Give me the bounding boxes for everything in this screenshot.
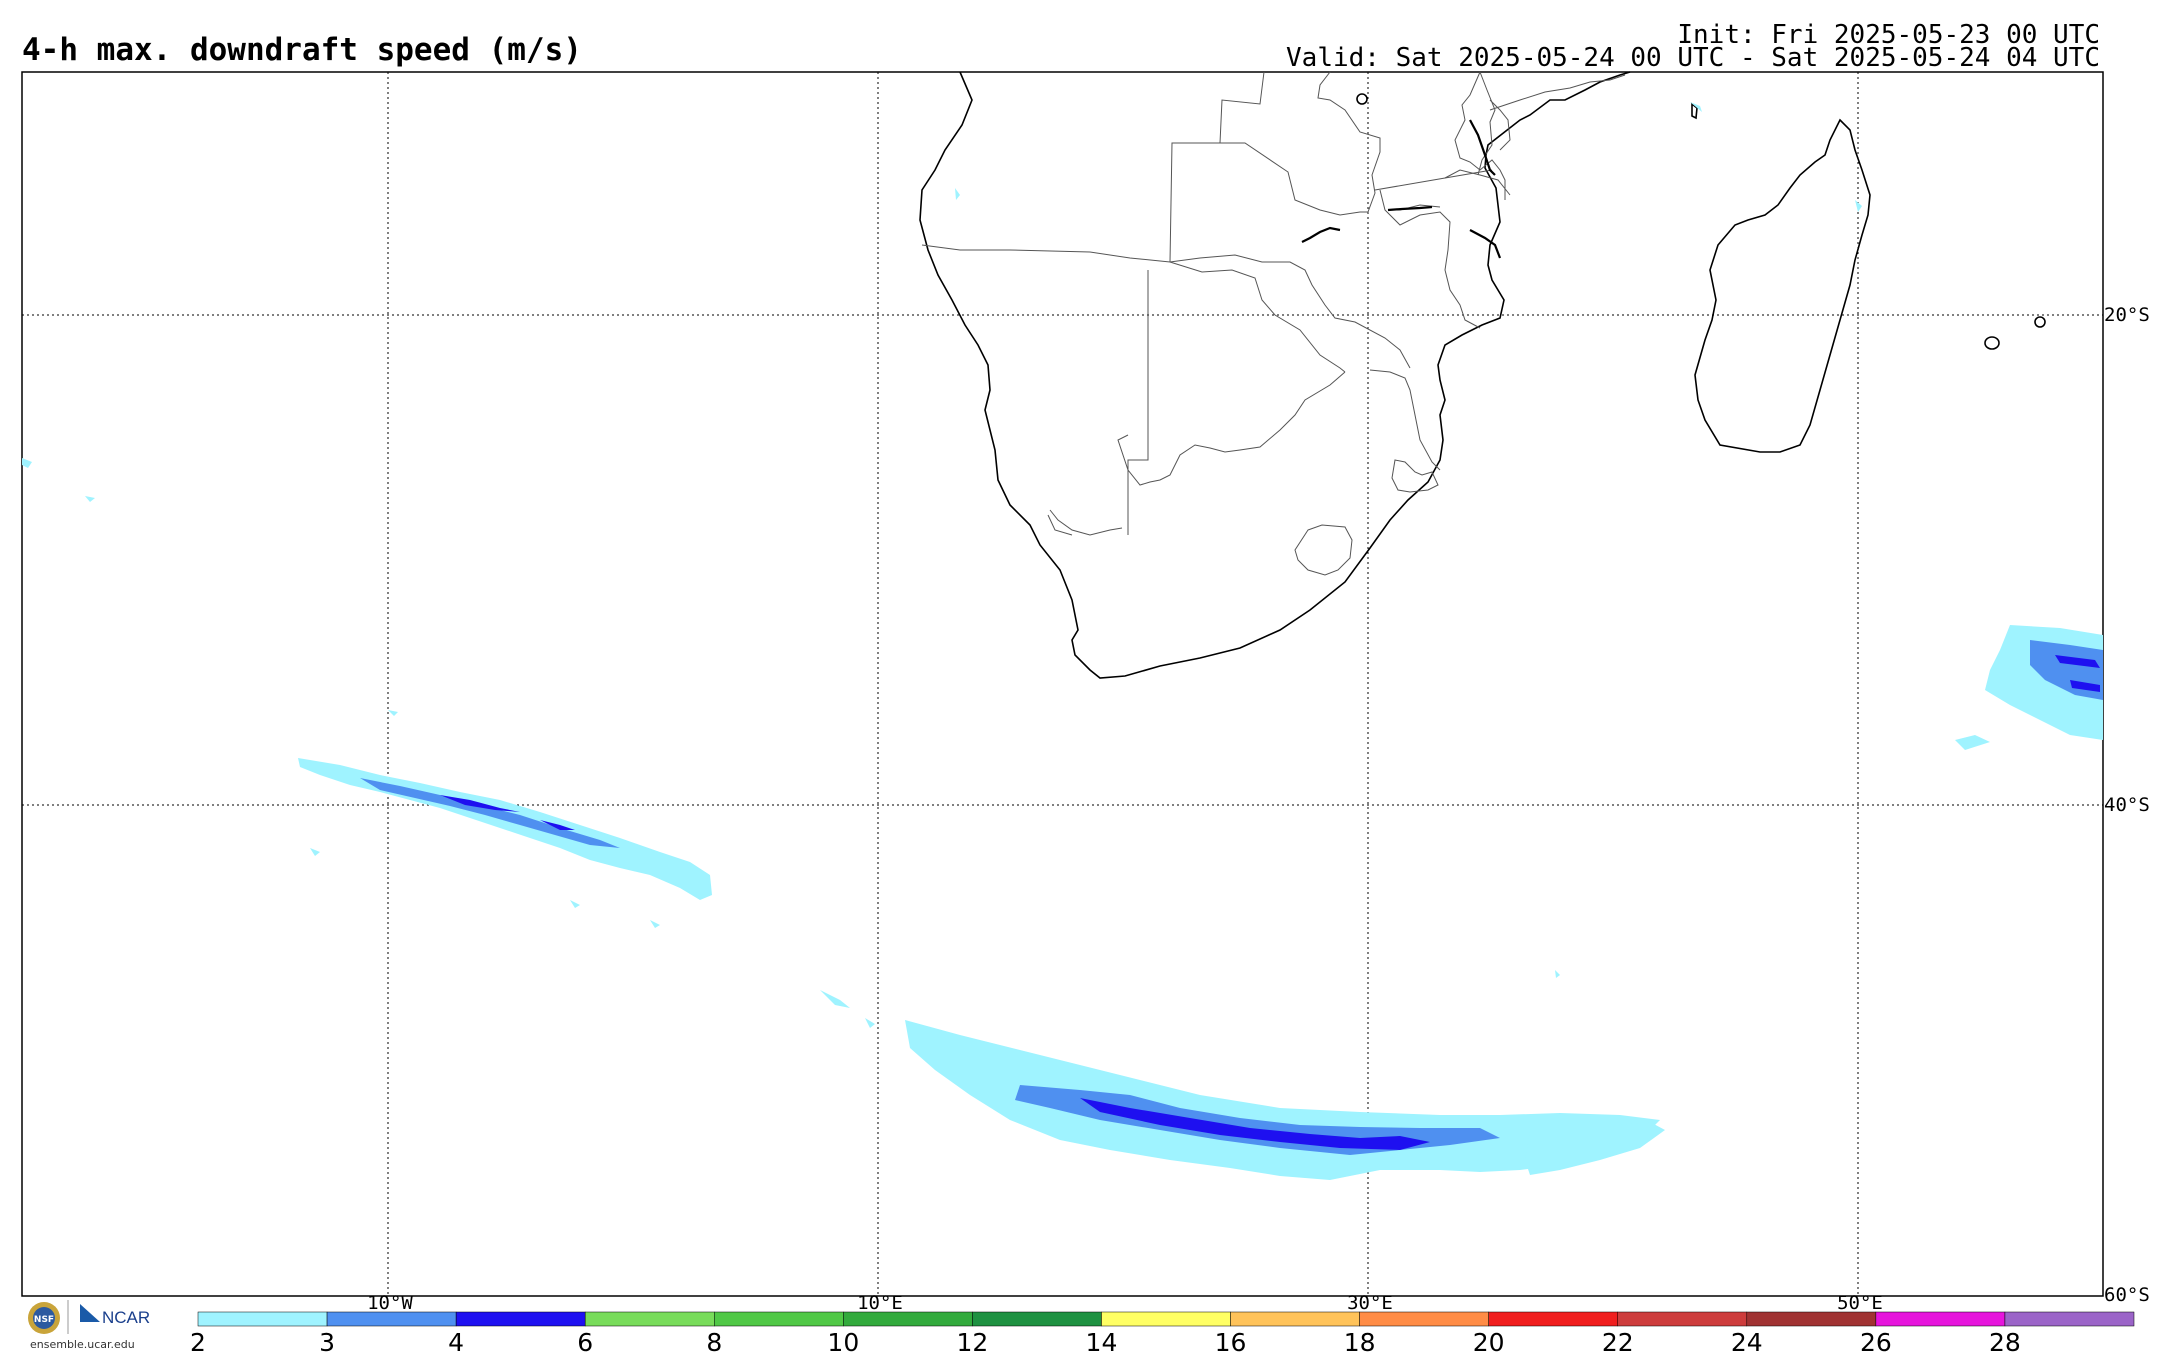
colorbar-swatch (1101, 1311, 1231, 1327)
colorbar-tick-label: 16 (1214, 1328, 1247, 1357)
shade-4-6-west (440, 795, 520, 812)
colorbar-swatch (1617, 1311, 1748, 1327)
colorbar-swatch (714, 1311, 844, 1327)
country-borders (921, 71, 1626, 576)
colorbar-swatch (326, 1311, 457, 1327)
colorbar-tick-label: 2 (190, 1328, 206, 1357)
shade-2-3-south-east (1525, 1122, 1665, 1175)
colorbar-swatch (1359, 1311, 1489, 1327)
lakes (1301, 119, 1502, 259)
colorbar-tick-label: 18 (1343, 1328, 1376, 1357)
downdraft-shading (22, 102, 2103, 1180)
colorbar-swatch (1488, 1311, 1618, 1327)
valid-time-range: Valid: Sat 2025-05-24 00 UTC - Sat 2025-… (1286, 43, 2100, 73)
lat-label-40s: 40°S (2104, 794, 2150, 816)
colorbar-tick-label: 24 (1730, 1328, 1763, 1357)
colorbar-tick-label: 28 (1989, 1328, 2021, 1357)
lat-label-60s: 60°S (2104, 1284, 2150, 1306)
colorbar-swatch (2004, 1311, 2135, 1327)
lon-label-30e: 30°E (1347, 1292, 1393, 1314)
logo-url: ensemble.ucar.edu (30, 1338, 135, 1351)
ncar-logo-text: NCAR (102, 1308, 151, 1327)
shade-3-4-west (360, 778, 620, 848)
colorbar-tick-label: 26 (1859, 1328, 1892, 1357)
colorbar-swatch (455, 1311, 586, 1327)
colorbar-tick-label: 12 (956, 1328, 989, 1357)
init-time: Init: Fri 2025-05-23 00 UTC (1677, 20, 2100, 50)
map-title: 4-h max. downdraft speed (m/s) (22, 32, 582, 68)
colorbar-swatch (1746, 1311, 1877, 1327)
colorbar (197, 1311, 2135, 1327)
graticule (22, 72, 2103, 1296)
colorbar-tick-label: 10 (827, 1328, 860, 1357)
colorbar-tick-label: 6 (577, 1328, 594, 1357)
lat-label-20s: 20°S (2104, 304, 2150, 326)
colorbar-swatch (972, 1311, 1102, 1327)
lon-label-50e: 50°E (1837, 1292, 1883, 1314)
lon-label-10e: 10°E (857, 1292, 903, 1314)
colorbar-swatch (1875, 1311, 2006, 1327)
colorbar-tick-label: 8 (706, 1328, 723, 1357)
colorbar-swatch (584, 1311, 715, 1327)
colorbar-swatch (1230, 1311, 1360, 1327)
shade-4-6-south (1080, 1098, 1430, 1150)
colorbar-tick-label: 14 (1085, 1328, 1118, 1357)
ncar-logo-icon (80, 1304, 100, 1322)
lon-label-10w: 10°W (367, 1292, 413, 1314)
colorbar-tick-label: 4 (448, 1328, 465, 1357)
colorbar-swatch (843, 1311, 973, 1327)
colorbar-tick-label: 20 (1472, 1328, 1505, 1357)
coastline (919, 71, 2046, 679)
colorbar-tick-label: 22 (1601, 1328, 1634, 1357)
colorbar-tick-label: 3 (319, 1328, 336, 1357)
nsf-ncar-logo: NSF (28, 1300, 100, 1334)
nsf-text: NSF (34, 1315, 54, 1325)
colorbar-swatch (197, 1311, 328, 1327)
